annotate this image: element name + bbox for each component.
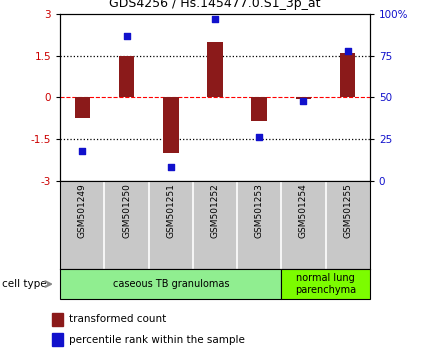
Point — [79, 148, 86, 153]
Bar — [52, 313, 63, 326]
Text: GSM501254: GSM501254 — [299, 183, 308, 238]
Bar — [340, 53, 356, 97]
Text: normal lung
parenchyma: normal lung parenchyma — [295, 273, 356, 295]
Bar — [119, 56, 134, 97]
Text: GSM501249: GSM501249 — [78, 183, 87, 238]
Bar — [207, 42, 223, 97]
Text: GSM501250: GSM501250 — [122, 183, 131, 238]
Bar — [163, 97, 178, 153]
Bar — [296, 97, 311, 99]
Text: caseous TB granulomas: caseous TB granulomas — [113, 279, 229, 289]
Bar — [52, 333, 63, 346]
Point — [256, 135, 263, 140]
Point — [167, 164, 174, 170]
Text: GSM501255: GSM501255 — [343, 183, 352, 238]
FancyBboxPatch shape — [281, 269, 370, 299]
Text: transformed count: transformed count — [69, 314, 166, 325]
Text: GSM501253: GSM501253 — [255, 183, 264, 238]
Point — [300, 98, 307, 103]
Bar — [252, 97, 267, 121]
Point — [344, 48, 351, 53]
Bar — [74, 97, 90, 118]
Text: cell type: cell type — [2, 279, 47, 289]
Title: GDS4256 / Hs.145477.0.S1_3p_at: GDS4256 / Hs.145477.0.S1_3p_at — [109, 0, 321, 10]
Text: GSM501252: GSM501252 — [211, 183, 219, 238]
Text: percentile rank within the sample: percentile rank within the sample — [69, 335, 245, 345]
Text: GSM501251: GSM501251 — [166, 183, 175, 238]
Point — [212, 16, 218, 22]
Point — [123, 33, 130, 39]
FancyBboxPatch shape — [60, 269, 281, 299]
